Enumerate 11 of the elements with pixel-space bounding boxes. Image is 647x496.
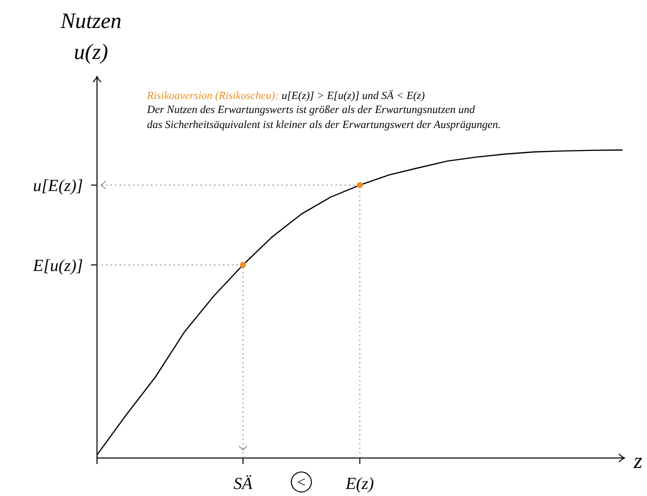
text: u[E(z)] > E[u(z)] und SÄ < E(z) xyxy=(282,90,426,102)
text: < xyxy=(297,475,306,491)
chart-title: Risikoaversion (Risikoscheu): xyxy=(146,90,279,102)
y-axis-title: Nutzen u(z) xyxy=(59,8,122,64)
x-axis-title: z xyxy=(632,448,643,473)
text: das Sicherheitsäquivalent ist kleiner als der Erwartungswert der Ausprägungen. xyxy=(147,119,501,131)
x-tick-label: E(z) xyxy=(344,474,374,493)
x-tick-label: SÄ xyxy=(234,474,254,493)
ref-line-label: E[u(z)] xyxy=(32,256,83,275)
ref-line-label: u[E(z)] xyxy=(32,176,83,196)
text: Der Nutzen des Erwartungswerts ist größer als der Erwartungsnutzen und xyxy=(146,104,476,116)
